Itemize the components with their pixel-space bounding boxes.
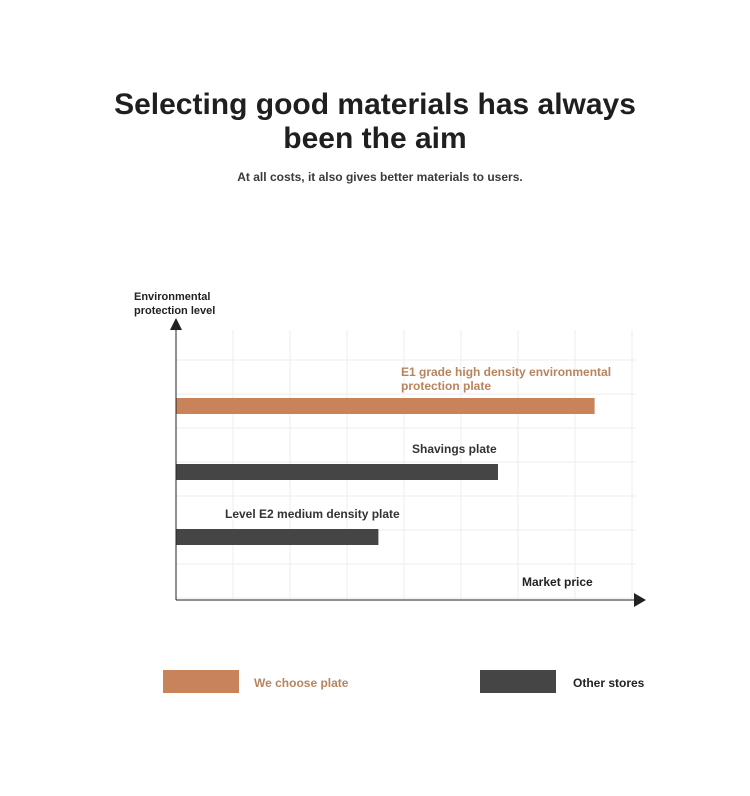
x-axis-label: Market price [522, 575, 593, 589]
bar-label: E1 grade high density environmental prote… [401, 365, 611, 393]
page-subtitle: At all costs, it also gives better mater… [237, 170, 523, 184]
y-axis-label-line: Environmental [134, 291, 210, 303]
legend-swatch-other [480, 670, 556, 693]
bar-label-line: Shavings plate [412, 442, 497, 456]
y-axis-label-line: protection level [134, 305, 215, 317]
bar-label: Shavings plate [412, 442, 497, 456]
y-axis-arrow [170, 318, 182, 330]
bar-label-line: E1 grade high density environmental [401, 365, 611, 379]
x-axis-arrow [634, 593, 646, 607]
bar [176, 398, 595, 414]
y-axis-label: Environmental protection level [134, 291, 215, 317]
bar-label: Level E2 medium density plate [225, 507, 400, 521]
legend-swatch-ours [163, 670, 239, 693]
page-title: Selecting good materials has always been… [114, 88, 636, 155]
legend-label-ours: We choose plate [254, 676, 349, 690]
bar-label-line: protection plate [401, 379, 491, 393]
bar [176, 464, 498, 480]
legend-label-other: Other stores [573, 676, 645, 690]
bar-label-line: Level E2 medium density plate [225, 507, 400, 521]
bar [176, 529, 379, 545]
